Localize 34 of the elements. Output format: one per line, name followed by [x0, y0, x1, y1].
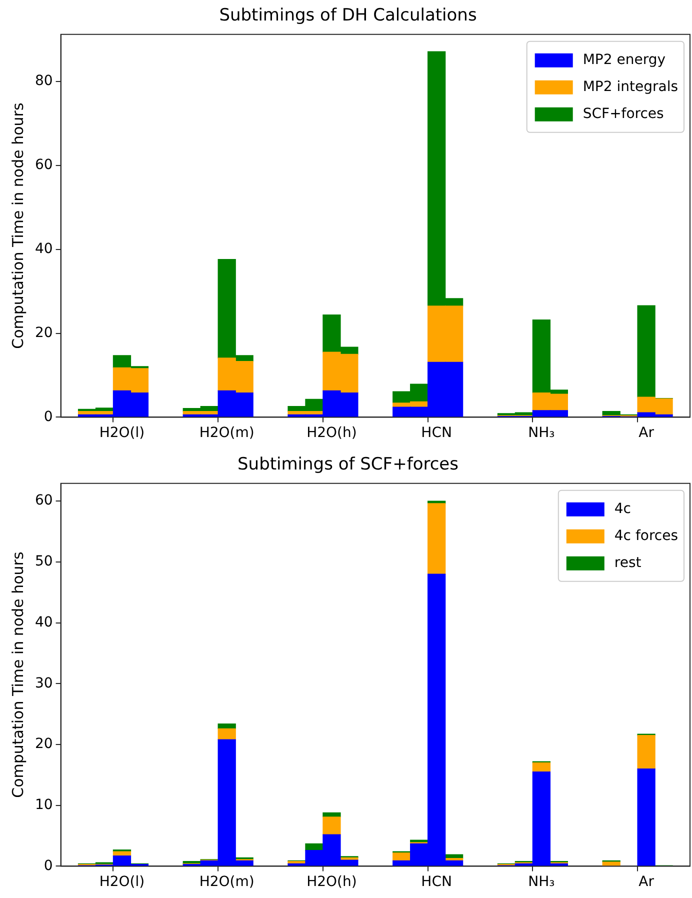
x-tick-label: H2O(m): [199, 425, 254, 442]
x-tick-label: H2O(l): [99, 425, 145, 442]
y-axis-title: Computation Time in node hours: [8, 102, 27, 349]
x-tick-label: H2O(m): [199, 874, 254, 890]
x-tick-label: Ar: [638, 874, 654, 890]
y-tick-label: 40: [34, 614, 53, 630]
y-tick-label: 20: [34, 324, 53, 341]
y-axis-title: Computation Time in node hours: [8, 552, 27, 798]
legend-label: rest: [614, 555, 642, 572]
y-tick-label: 0: [44, 858, 53, 874]
legend-label: SCF+forces: [582, 106, 664, 122]
x-tick-label: NH₃: [528, 874, 555, 890]
x-tick-label: Ar: [638, 425, 654, 442]
y-tick-label: 50: [34, 554, 53, 570]
x-tick-label: HCN: [421, 874, 452, 890]
legend-label: MP2 energy: [582, 52, 666, 68]
y-tick-label: 20: [34, 736, 53, 752]
x-tick-label: NH₃: [528, 425, 555, 442]
y-tick-label: 80: [34, 73, 53, 90]
legend-label: 4c: [614, 501, 632, 518]
y-tick-label: 10: [34, 796, 53, 813]
y-tick-label: 60: [34, 157, 53, 173]
y-tick-label: 60: [34, 492, 53, 509]
x-tick-label: H2O(h): [306, 874, 357, 890]
legend-label: MP2 integrals: [582, 79, 678, 96]
y-tick-label: 0: [44, 408, 53, 425]
x-tick-label: H2O(l): [99, 874, 145, 890]
chart-title: Subtimings of SCF+forces: [238, 454, 459, 475]
chart-title: Subtimings of DH Calculations: [219, 6, 477, 26]
x-tick-label: HCN: [421, 425, 452, 442]
legend-label: 4c forces: [614, 528, 678, 544]
y-tick-label: 40: [34, 240, 53, 257]
x-tick-label: H2O(h): [306, 425, 357, 442]
y-tick-label: 30: [34, 675, 53, 692]
